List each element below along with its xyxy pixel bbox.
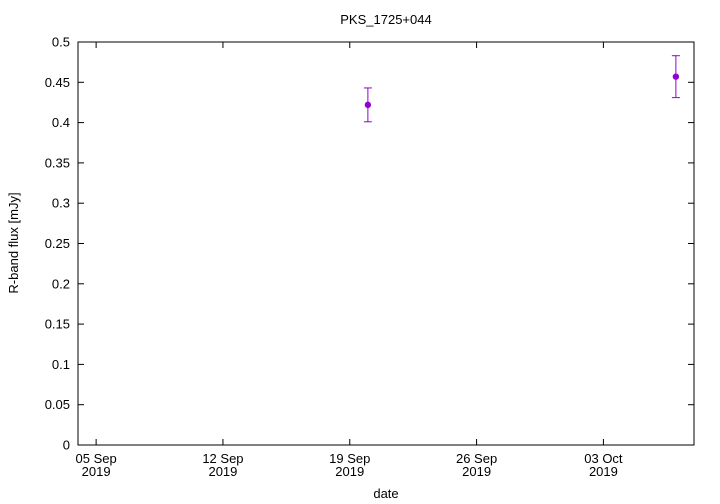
x-tick-label: 12 Sep [202,451,243,466]
y-tick-label: 0.35 [45,155,70,170]
y-axis-label: R-band flux [mJy] [6,192,21,293]
x-tick-label: 26 Sep [456,451,497,466]
y-tick-label: 0.25 [45,236,70,251]
plot-border [77,41,695,446]
y-tick-label: 0.15 [45,317,70,332]
y-tick-label: 0 [63,438,70,453]
y-tick-label: 0.5 [52,35,70,50]
y-tick-label: 0.2 [52,276,70,291]
y-tick-label: 0.4 [52,115,70,130]
data-point [364,101,372,109]
x-tick-label: 2019 [82,464,111,479]
x-tick-label: 19 Sep [329,451,370,466]
x-tick-label: 05 Sep [76,451,117,466]
x-tick-label: 2019 [335,464,364,479]
x-tick-label: 03 Oct [584,451,623,466]
data-point [672,73,680,80]
x-tick-label: 2019 [462,464,491,479]
chart-title: PKS_1725+044 [340,12,431,27]
y-tick-label: 0.1 [52,357,70,372]
x-tick-label: 2019 [208,464,237,479]
x-tick-label: 2019 [589,464,618,479]
y-tick-label: 0.45 [45,75,70,90]
y-tick-label: 0.05 [45,397,70,412]
x-axis-label: date [373,486,398,501]
y-tick-label: 0.3 [52,196,70,211]
